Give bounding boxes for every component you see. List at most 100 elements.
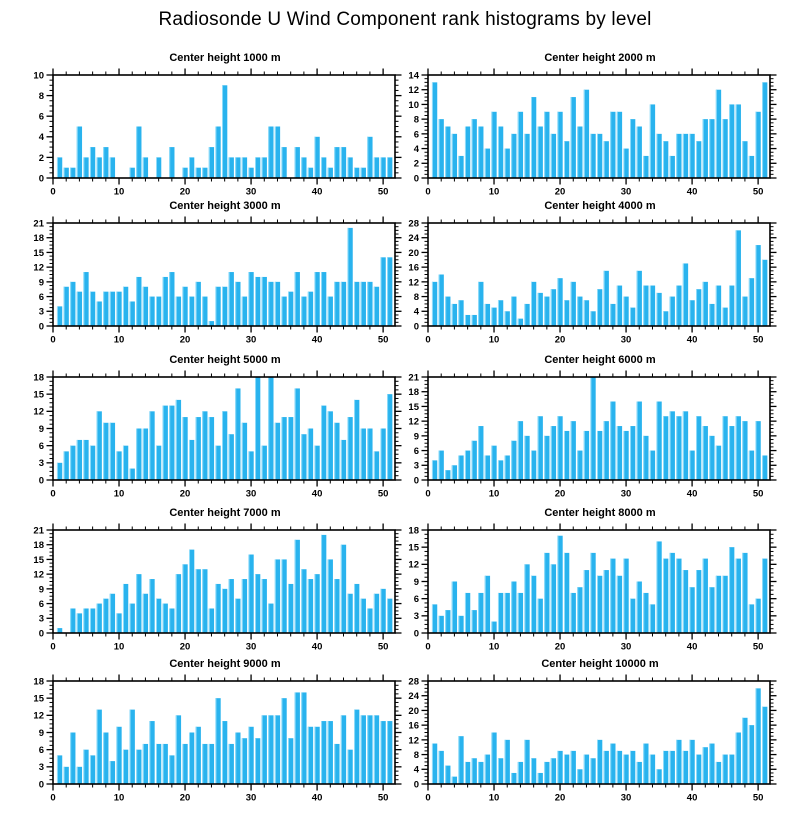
histogram-bar xyxy=(76,613,83,633)
histogram-bar-highlight xyxy=(103,291,105,326)
histogram-bar xyxy=(715,285,722,326)
histogram-bar-highlight xyxy=(63,451,65,480)
histogram-bar-highlight xyxy=(702,426,704,480)
histogram-bar xyxy=(709,587,715,633)
histogram-bar xyxy=(222,286,228,326)
histogram-bar-highlight xyxy=(491,307,493,326)
histogram-bar-highlight xyxy=(109,422,111,480)
histogram-bar xyxy=(517,592,524,633)
histogram-bar-highlight xyxy=(762,259,764,326)
histogram-bar xyxy=(431,281,438,326)
histogram-bar xyxy=(715,761,722,784)
histogram-bar xyxy=(748,604,755,633)
histogram-bar-highlight xyxy=(103,422,105,480)
histogram-bar-highlight xyxy=(564,754,566,784)
x-tick-label: 20 xyxy=(180,642,191,653)
histogram-bar xyxy=(564,300,570,326)
histogram-bar xyxy=(636,270,642,326)
histogram-bar xyxy=(360,598,366,633)
histogram-bar-highlight xyxy=(696,416,698,480)
histogram-bar xyxy=(149,579,155,633)
ticks-group: 0 10 20 30 40 50 0 4 8 12 16 20 24 28 xyxy=(408,216,777,346)
histogram-bar-highlight xyxy=(722,575,724,633)
histogram-bar-highlight xyxy=(497,460,499,480)
histogram-bar xyxy=(689,133,695,178)
subplot-center-height-3000-m: Center height 3000 m 0 10 20 30 40 50 0 3 6 9 12 15 1… xyxy=(15,197,402,347)
histogram-bar-highlight xyxy=(182,417,184,480)
histogram-bar-highlight xyxy=(656,292,658,326)
histogram-bar-highlight xyxy=(314,272,316,326)
histogram-bar xyxy=(347,749,353,784)
histogram-bar-highlight xyxy=(334,147,336,178)
histogram-bar-highlight xyxy=(570,421,572,480)
histogram-bar-highlight xyxy=(281,296,283,326)
histogram-plot: 0 10 20 30 40 50 0 4 8 12 16 20 24 28 xyxy=(408,216,777,346)
histogram-bar xyxy=(222,588,228,633)
histogram-bar-highlight xyxy=(380,428,382,480)
histogram-bar xyxy=(136,428,142,480)
histogram-bar-highlight xyxy=(340,544,342,633)
histogram-bar-highlight xyxy=(544,761,546,784)
histogram-bar-highlight xyxy=(570,97,572,178)
histogram-bar-highlight xyxy=(663,558,665,633)
histogram-bar-highlight xyxy=(438,615,440,633)
histogram-bar xyxy=(228,743,234,784)
histogram-bar-highlight xyxy=(314,136,316,178)
histogram-bar-highlight xyxy=(682,411,684,480)
histogram-bar xyxy=(255,738,261,784)
histogram-bar xyxy=(649,754,656,784)
histogram-bar xyxy=(636,761,642,784)
histogram-bar xyxy=(524,739,530,784)
x-tick-label: 20 xyxy=(555,793,566,804)
histogram-bar-highlight xyxy=(149,721,151,784)
bars-group xyxy=(431,688,768,784)
histogram-bar xyxy=(669,552,675,633)
histogram-bar-highlight xyxy=(544,296,546,326)
histogram-bar xyxy=(702,281,708,326)
y-tick-label: 28 xyxy=(408,676,419,687)
histogram-bar xyxy=(76,291,83,326)
histogram-bar xyxy=(531,450,537,480)
x-tick-label: 20 xyxy=(555,489,566,500)
y-tick-label: 24 xyxy=(408,691,419,702)
histogram-bar-highlight xyxy=(676,285,678,326)
histogram-bar xyxy=(248,554,254,633)
histogram-bar-highlight xyxy=(182,286,184,326)
histogram-bar xyxy=(182,167,188,178)
histogram-bar xyxy=(235,157,241,178)
histogram-bar-highlight xyxy=(321,272,323,326)
histogram-bar-highlight xyxy=(354,399,356,480)
histogram-bar-highlight xyxy=(248,554,250,633)
histogram-bar xyxy=(96,157,102,178)
subplot-center-height-7000-m: Center height 7000 m 0 10 20 30 40 50 0 3 6 9 12 15 1… xyxy=(15,504,402,654)
y-tick-label: 12 xyxy=(408,417,419,428)
histogram-bar-highlight xyxy=(307,726,309,784)
histogram-bar-highlight xyxy=(583,570,585,633)
histogram-bar xyxy=(261,157,267,178)
histogram-bar-highlight xyxy=(360,167,362,178)
histogram-bar-highlight xyxy=(557,750,559,784)
histogram-bar xyxy=(202,296,208,326)
histogram-bar-highlight xyxy=(471,440,473,480)
histogram-bar-highlight xyxy=(83,439,85,480)
histogram-bar-highlight xyxy=(274,559,276,633)
x-tick-label: 0 xyxy=(425,335,430,346)
histogram-bar-highlight xyxy=(531,575,532,633)
histogram-bar-highlight xyxy=(327,296,329,326)
histogram-bar xyxy=(451,133,458,178)
histogram-bar xyxy=(103,147,109,178)
histogram-bar-highlight xyxy=(511,133,513,178)
x-tick-label: 40 xyxy=(312,335,323,346)
histogram-bar-highlight xyxy=(367,428,369,480)
histogram-bar xyxy=(268,281,274,326)
histogram-bar-highlight xyxy=(603,421,605,480)
histogram-bar-highlight xyxy=(722,307,724,326)
y-tick-label: 9 xyxy=(39,584,44,595)
histogram-bar-highlight xyxy=(89,147,91,178)
histogram-bar-highlight xyxy=(478,281,480,326)
x-tick-label: 40 xyxy=(687,489,698,500)
histogram-bar xyxy=(537,416,543,480)
histogram-bar-highlight xyxy=(623,296,625,326)
histogram-bar xyxy=(616,575,623,633)
histogram-bar xyxy=(583,300,590,326)
